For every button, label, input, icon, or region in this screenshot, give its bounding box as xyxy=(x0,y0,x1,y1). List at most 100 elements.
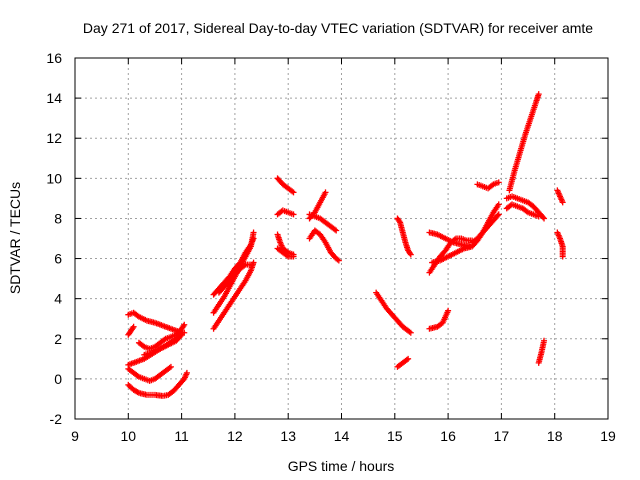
series-track-21 xyxy=(394,215,414,258)
data-point-marker xyxy=(183,369,190,376)
y-tick-label: -2 xyxy=(50,411,63,427)
data-point-marker xyxy=(403,356,410,363)
data-point-marker xyxy=(333,227,340,234)
series-track-6 xyxy=(125,363,174,384)
data-point-marker xyxy=(130,323,137,330)
data-point-marker xyxy=(241,262,248,269)
data-point-marker xyxy=(290,211,297,218)
x-tick-label: 14 xyxy=(334,428,350,444)
data-point-marker xyxy=(559,199,566,206)
series-track-30 xyxy=(503,201,542,220)
data-point-marker xyxy=(407,329,414,336)
x-tick-label: 18 xyxy=(547,428,563,444)
y-tick-label: 6 xyxy=(54,251,62,267)
series-track-11 xyxy=(215,261,254,296)
x-tick-label: 10 xyxy=(121,428,137,444)
x-tick-label: 15 xyxy=(387,428,403,444)
x-tick-label: 11 xyxy=(174,428,189,444)
data-point-marker xyxy=(541,337,548,344)
series-track-31 xyxy=(535,337,548,366)
series-track-17 xyxy=(306,211,340,234)
y-tick-label: 16 xyxy=(46,50,62,66)
data-point-marker xyxy=(322,189,329,196)
data-point-marker xyxy=(445,307,452,314)
series-track-2 xyxy=(125,323,137,338)
series-track-15 xyxy=(274,245,297,260)
series-track-7 xyxy=(125,369,190,399)
data-point-marker xyxy=(406,328,413,335)
series-track-33 xyxy=(554,229,566,260)
data-point-marker xyxy=(541,215,548,222)
tick-labels: 9 10 11 12 13 14 15 16 17 18 19 -2 0 2 4 6 8 10 12 14 16 xyxy=(46,50,616,444)
data-point-marker xyxy=(494,212,501,219)
data-point-marker xyxy=(247,261,254,268)
y-tick-label: 4 xyxy=(54,291,62,307)
data-point-marker xyxy=(290,189,297,196)
data-point-marker xyxy=(539,214,546,221)
series-track-12 xyxy=(274,175,297,196)
data-point-marker xyxy=(495,211,502,218)
data-point-marker xyxy=(290,253,297,260)
data-point-marker xyxy=(407,251,414,258)
data-point-marker xyxy=(161,336,168,343)
data-point-marker xyxy=(335,257,342,264)
y-tick-label: 8 xyxy=(54,210,62,226)
data-point-marker xyxy=(331,226,338,233)
series-track-18 xyxy=(306,227,342,264)
y-tick-label: 12 xyxy=(46,130,62,146)
y-tick-label: 14 xyxy=(46,90,62,106)
data-point-marker xyxy=(396,218,403,225)
data-point-marker xyxy=(250,229,257,236)
data-point-marker xyxy=(166,364,173,371)
axis-ticks xyxy=(74,57,609,420)
series-track-29 xyxy=(503,193,548,222)
data-point-marker xyxy=(283,252,290,259)
series-track-25 xyxy=(426,229,473,250)
series-track-5 xyxy=(141,331,185,358)
data-point-marker xyxy=(134,372,141,379)
data-point-marker xyxy=(129,325,136,332)
x-tick-label: 9 xyxy=(71,428,79,444)
y-tick-label: 0 xyxy=(54,371,62,387)
data-point-marker xyxy=(495,179,502,186)
data-point-marker xyxy=(134,389,141,396)
data-point-marker xyxy=(180,323,187,330)
chart-title: Day 271 of 2017, Sidereal Day-to-day VTE… xyxy=(83,20,593,36)
series-track-22 xyxy=(426,307,452,332)
series-track-14 xyxy=(274,231,297,258)
x-axis-label: GPS time / hours xyxy=(288,458,395,474)
data-point-marker xyxy=(289,188,296,195)
data-point-marker xyxy=(405,355,412,362)
x-tick-label: 17 xyxy=(494,428,510,444)
data-point-marker xyxy=(523,208,530,215)
data-point-marker xyxy=(167,363,174,370)
series-track-19 xyxy=(373,289,414,336)
series-track-32 xyxy=(554,187,566,206)
data-point-marker xyxy=(178,331,185,338)
x-tick-label: 12 xyxy=(227,428,243,444)
data-point-marker xyxy=(535,91,542,98)
data-point-marker xyxy=(559,253,566,260)
data-point-marker xyxy=(466,243,473,250)
x-tick-label: 19 xyxy=(600,428,616,444)
series-track-13 xyxy=(274,207,297,218)
x-tick-label: 13 xyxy=(280,428,296,444)
series-track-10 xyxy=(210,259,257,332)
y-tick-label: 2 xyxy=(54,331,62,347)
series-track-20 xyxy=(394,355,412,370)
y-tick-label: 10 xyxy=(46,170,62,186)
series-track-4 xyxy=(135,321,188,352)
x-tick-label: 16 xyxy=(440,428,456,444)
data-point-marker xyxy=(334,256,341,263)
data-point-marker xyxy=(489,182,496,189)
data-point-marker xyxy=(177,332,184,339)
data-point-marker xyxy=(139,342,146,349)
data-point-marker xyxy=(181,321,188,328)
series-track-27 xyxy=(469,211,502,246)
data-point-marker xyxy=(535,213,542,220)
data-point-marker xyxy=(495,201,502,208)
grid xyxy=(75,58,608,419)
y-axis-label: SDTVAR / TECUs xyxy=(7,182,23,294)
series-track-26 xyxy=(474,179,502,192)
